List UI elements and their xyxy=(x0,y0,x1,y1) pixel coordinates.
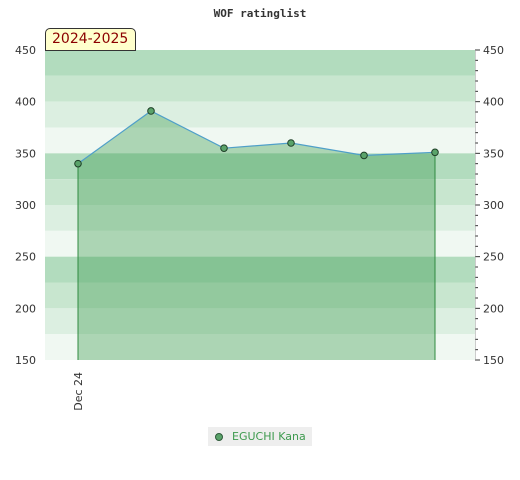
season-badge: 2024-2025 xyxy=(45,28,137,51)
background-band xyxy=(45,127,475,154)
markers xyxy=(74,107,439,168)
y-tick-label-right: 150 xyxy=(483,354,504,367)
y-tick-label-right: 350 xyxy=(483,147,504,160)
legend-label: EGUCHI Kana xyxy=(232,430,306,443)
background-band xyxy=(45,101,475,128)
background-band xyxy=(45,50,475,76)
x-tick-label: Dec 24 xyxy=(72,372,85,411)
background-band xyxy=(45,308,475,335)
series-line xyxy=(77,110,436,165)
y-tick-label-left: 300 xyxy=(15,199,36,212)
y-tick-label-right: 300 xyxy=(483,199,504,212)
y-tick-label-left: 250 xyxy=(15,251,36,264)
data-point xyxy=(360,151,368,160)
chart-title: WOF ratinglist xyxy=(214,7,307,20)
y-tick-label-right: 400 xyxy=(483,96,504,109)
background-band xyxy=(45,153,475,180)
y-tick-label-right: 250 xyxy=(483,251,504,264)
background-band xyxy=(45,256,475,283)
series-area xyxy=(78,110,435,360)
y-tick-label-left: 200 xyxy=(15,302,36,315)
background-bands xyxy=(45,50,475,360)
data-point xyxy=(220,144,228,152)
legend-marker xyxy=(215,432,223,441)
data-point xyxy=(431,148,439,157)
background-band xyxy=(45,334,475,360)
legend[interactable]: EGUCHI Kana xyxy=(208,427,312,446)
y-tick-label-left: 400 xyxy=(15,96,36,109)
data-point xyxy=(74,159,82,168)
background-band xyxy=(45,179,475,205)
data-point xyxy=(287,139,295,147)
y-tick-label-right: 200 xyxy=(483,302,504,315)
background-band xyxy=(45,282,475,309)
y-tick-label-right: 450 xyxy=(483,44,504,57)
y-tick-label-left: 150 xyxy=(15,354,36,367)
background-band xyxy=(45,205,475,231)
background-band xyxy=(45,230,475,257)
area-layer xyxy=(77,110,436,360)
axes: 150 150 200 200 250 250 300 300 350 350 400 400 450 4… xyxy=(15,44,504,411)
data-point xyxy=(147,107,155,115)
background-band xyxy=(45,75,475,102)
y-tick-label-left: 350 xyxy=(15,147,36,160)
y-tick-label-left: 450 xyxy=(15,44,36,57)
